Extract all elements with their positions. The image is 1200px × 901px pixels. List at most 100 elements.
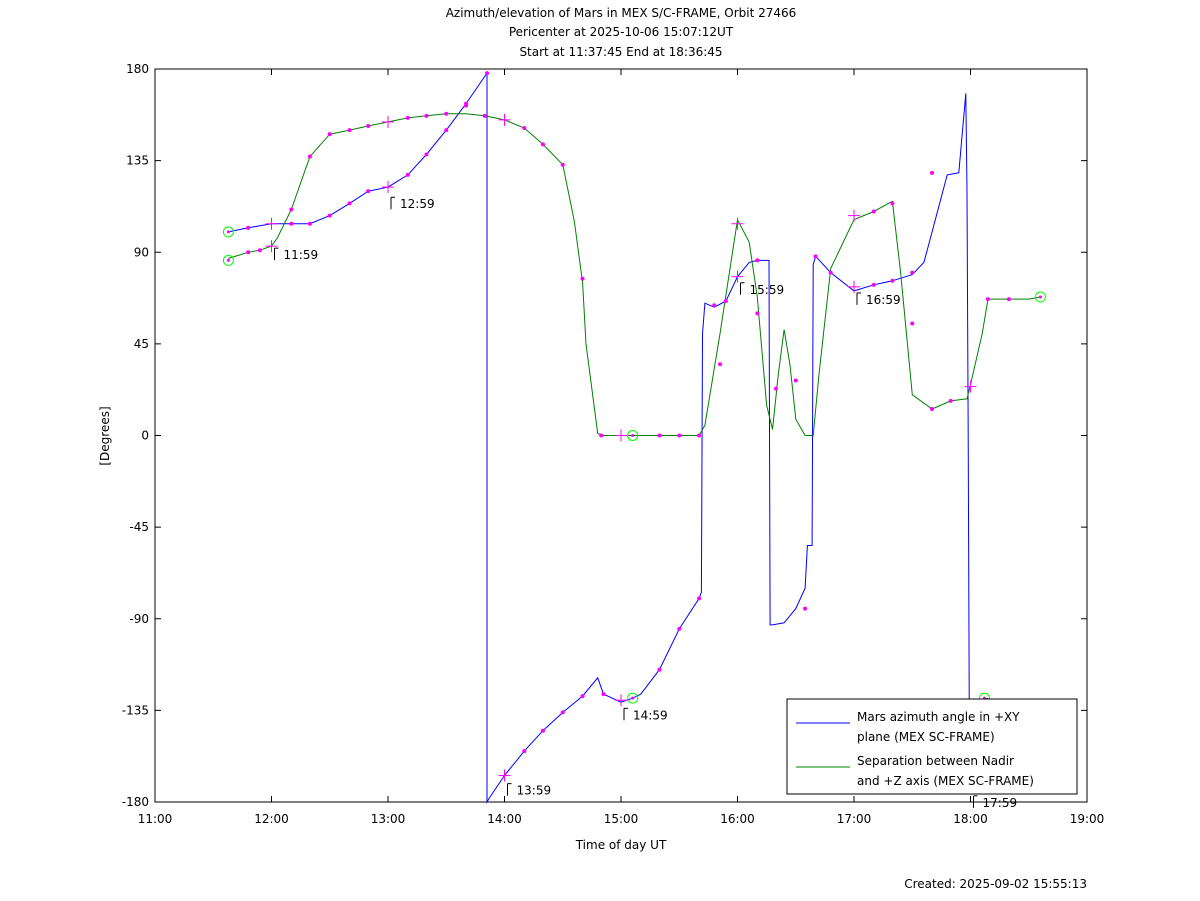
data-point-dot (307, 221, 312, 226)
x-tick-label: 13:00 (371, 812, 406, 826)
legend-label-azimuth-line1: Mars azimuth angle in +XY (857, 710, 1020, 724)
data-point-dot (657, 667, 662, 672)
hour-cross-marker (615, 429, 627, 442)
endpoint-circle-marker (222, 254, 234, 266)
time-annotation-label: 14:59 (633, 708, 668, 722)
y-tick-label: -45 (129, 520, 149, 534)
data-point-dot (257, 248, 262, 253)
data-point-dot (246, 250, 251, 255)
x-axis-label: Time of day UT (575, 838, 667, 852)
data-point-dot (405, 115, 410, 120)
data-point-dot (366, 124, 371, 129)
data-point-dot (813, 254, 818, 259)
data-point-dot (773, 386, 778, 391)
series-lines (228, 71, 1041, 804)
data-point-dot (930, 407, 935, 412)
data-point-dot (755, 258, 760, 263)
time-annotation: 12:59 (390, 196, 435, 211)
data-point-dot (307, 154, 312, 159)
data-point-dot (890, 201, 895, 206)
legend-label-separation-line2: and +Z axis (MEX SC-FRAME) (857, 774, 1034, 788)
data-point-dot (580, 694, 585, 699)
data-point-dot (482, 113, 487, 118)
created-timestamp: Created: 2025-09-02 15:55:13 (904, 877, 1087, 891)
data-point-dot (347, 128, 352, 133)
data-point-dot (871, 209, 876, 214)
time-annotation-label: 16:59 (866, 293, 901, 307)
endpoint-center-dot (226, 258, 230, 262)
data-point-dot (485, 71, 490, 76)
legend-label-separation-line1: Separation between Nadir (857, 754, 1014, 768)
data-point-dot (890, 278, 895, 283)
data-point-dot (755, 311, 760, 316)
y-tick-label: -135 (122, 703, 149, 717)
x-tick-label: 14:00 (487, 812, 522, 826)
time-annotation: 13:59 (507, 783, 552, 798)
series-line-separation (228, 113, 1041, 436)
data-point-dot (580, 276, 585, 281)
hour-cross-marker (382, 181, 394, 194)
data-point-dot (540, 728, 545, 733)
data-point-dot (871, 282, 876, 287)
chart-subtitle-start-end: Start at 11:37:45 End at 18:36:45 (519, 45, 722, 59)
data-point-dot (289, 207, 294, 212)
endpoint-circle-marker (222, 226, 234, 238)
axis-ticks: 11:00 12:00 13:00 14:00 15:00 16:00 17:00 18:00… (122, 62, 1105, 826)
data-point-dot (723, 299, 728, 304)
data-point-dot (560, 162, 565, 167)
hour-cross-marker (382, 115, 394, 128)
data-point-dot (327, 132, 332, 137)
data-point-dot (289, 221, 294, 226)
data-point-dot (246, 225, 251, 230)
hour-cross-marker (731, 217, 744, 230)
data-point-dot (828, 270, 833, 275)
data-point-dot (424, 152, 429, 157)
series-line-azimuth (228, 71, 989, 804)
time-annotations: 11:59 12:59 13:59 14:59 15:59 16:59 17:59 (274, 196, 1018, 810)
time-annotation: 16:59 (856, 292, 901, 307)
time-annotation: 11:59 (274, 247, 319, 262)
data-point-dot (697, 596, 702, 601)
data-point-dot (677, 626, 682, 631)
data-point-dot (1006, 297, 1011, 302)
hour-cross-marker (848, 280, 860, 293)
time-annotation-label: 11:59 (284, 248, 319, 262)
data-point-dot (930, 170, 935, 175)
endpoint-center-dot (226, 230, 230, 234)
hour-cross-marker (964, 380, 977, 393)
data-point-dot (424, 113, 429, 118)
data-point-dot (985, 297, 990, 302)
data-point-dot (366, 189, 371, 194)
data-point-dot (712, 303, 717, 308)
endpoint-center-dot (631, 434, 635, 437)
chart-title: Azimuth/elevation of Mars in MEX S/C-FRA… (446, 6, 797, 20)
time-annotation: 17:59 (973, 795, 1018, 810)
data-point-dot (599, 433, 604, 438)
data-point-dot (464, 103, 469, 108)
legend-box (786, 698, 1078, 795)
hour-cross-marker (848, 209, 860, 222)
series-markers (222, 71, 1046, 782)
time-annotation-label: 17:59 (983, 796, 1018, 810)
x-tick-label: 16:00 (720, 812, 755, 826)
time-annotation: 15:59 (740, 282, 785, 297)
hour-cross-marker (731, 270, 744, 283)
y-tick-label: 180 (126, 62, 149, 76)
data-point-dot (793, 378, 798, 383)
x-tick-label: 12:00 (254, 812, 289, 826)
data-point-dot (697, 433, 702, 438)
legend-label-azimuth-line2: plane (MEX SC-FRAME) (857, 730, 995, 744)
data-point-dot (444, 111, 449, 116)
data-point-dot (522, 749, 527, 754)
data-point-dot (910, 321, 915, 326)
time-annotation-label: 13:59 (517, 784, 552, 798)
data-point-dot (601, 692, 606, 697)
time-annotation-label: 15:59 (750, 283, 785, 297)
data-point-dot (718, 362, 723, 367)
data-point-dot (560, 710, 565, 715)
y-tick-label: 0 (141, 429, 149, 443)
endpoint-circle-marker (627, 692, 639, 704)
x-tick-label: 17:00 (837, 812, 872, 826)
y-tick-label: 45 (134, 337, 149, 351)
